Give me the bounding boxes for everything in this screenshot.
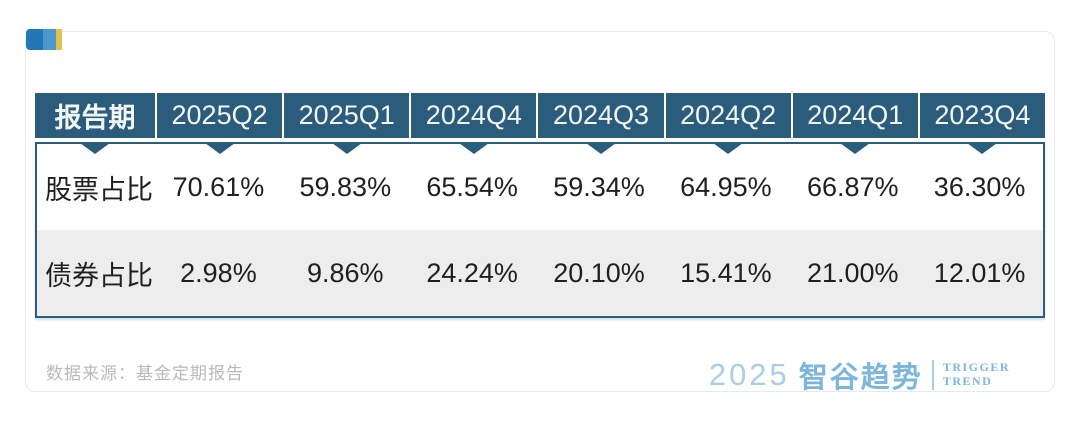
header-pointer-icon (840, 143, 871, 154)
cell-value: 20.10% (553, 257, 645, 288)
logo-divider (931, 360, 934, 390)
header-label: 2024Q4 (425, 100, 522, 130)
header-cell-quarter: 2024Q4 (411, 93, 537, 154)
header-label: 2024Q1 (807, 100, 904, 130)
table-row-bond-ratio: 债券占比 2.98% 9.86% 24.24% 20.10% 15.41% 21… (37, 230, 1043, 316)
cell-value: 9.86% (307, 257, 384, 288)
logo-year-text: 2025 (708, 357, 790, 392)
cell-value: 12.01% (933, 257, 1026, 288)
header-label: 2025Q1 (298, 100, 395, 130)
cell-value: 59.34% (553, 171, 645, 202)
header-pointer-icon (331, 143, 362, 154)
cell-value: 59.83% (299, 171, 392, 202)
table-body: 股票占比 70.61% 59.83% 65.54% 59.34% 64.95% … (35, 142, 1045, 318)
cell-value: 64.95% (680, 171, 772, 202)
header-cell-quarter: 2024Q3 (538, 93, 664, 154)
header-label: 2023Q4 (934, 100, 1031, 130)
header-label: 2024Q2 (680, 100, 777, 130)
cell-value: 2.98% (180, 257, 257, 288)
row-label: 债券占比 (45, 260, 153, 291)
cell-value: 70.61% (172, 171, 265, 202)
brand-logo: 2025 智谷趋势 TRIGGER TREND (709, 354, 1010, 396)
header-pointer-icon (204, 143, 235, 154)
header-cell-quarter: 2024Q1 (792, 93, 918, 154)
header-pointer-icon (585, 143, 616, 154)
header-label: 2024Q3 (552, 100, 650, 130)
row-label: 股票占比 (45, 174, 153, 205)
header-label: 2025Q2 (171, 100, 268, 130)
table-header-row: 报告期 2025Q2 2025Q1 2024Q4 2024Q3 (35, 93, 1045, 154)
header-cell-quarter: 2025Q2 (157, 93, 283, 154)
cell-value: 65.54% (426, 171, 518, 202)
header-pointer-icon (967, 143, 998, 154)
logo-brand-name: 智谷趋势 (798, 362, 923, 394)
logo-subtitle: TRIGGER TREND (942, 360, 1010, 389)
table-row-stock-ratio: 股票占比 70.61% 59.83% 65.54% 59.34% 64.95% … (37, 144, 1043, 230)
header-cell-report-period: 报告期 (35, 93, 155, 154)
header-pointer-icon (458, 143, 489, 154)
header-label: 报告期 (54, 103, 136, 133)
deco-strip-yellow (56, 29, 62, 50)
logo-subtitle-line1: TRIGGER (942, 360, 1010, 375)
header-cell-quarter: 2024Q2 (665, 93, 791, 154)
header-pointer-icon (80, 143, 110, 154)
cell-value: 66.87% (806, 171, 899, 202)
logo-subtitle-line2: TREND (942, 374, 993, 388)
brand-corner-mark (26, 29, 62, 50)
header-pointer-icon (713, 143, 744, 154)
header-cell-quarter: 2025Q1 (284, 93, 410, 154)
deco-square-light-blue (43, 29, 56, 50)
deco-square-dark-blue (26, 29, 43, 50)
allocation-table: 报告期 2025Q2 2025Q1 2024Q4 2024Q3 (35, 93, 1045, 318)
cell-value: 21.00% (806, 257, 899, 288)
content-card: 报告期 2025Q2 2025Q1 2024Q4 2024Q3 (25, 31, 1055, 394)
header-cell-quarter: 2023Q4 (919, 93, 1045, 154)
cell-value: 36.30% (933, 171, 1026, 202)
cell-value: 15.41% (680, 257, 772, 288)
data-source-note: 数据来源：基金定期报告 (46, 364, 244, 383)
cell-value: 24.24% (426, 257, 518, 288)
